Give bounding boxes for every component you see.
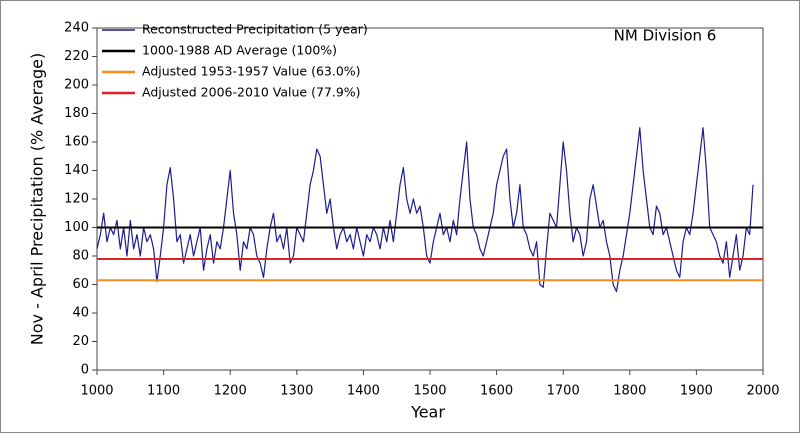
x-tick-label: 1700 bbox=[547, 384, 580, 399]
y-tick-label: 60 bbox=[72, 277, 89, 292]
x-tick-label: 1300 bbox=[280, 384, 313, 399]
x-tick-label: 1800 bbox=[613, 384, 646, 399]
x-axis-title: Year bbox=[410, 403, 445, 422]
x-tick-label: 1100 bbox=[147, 384, 180, 399]
y-tick-label: 80 bbox=[72, 249, 89, 264]
data-line bbox=[96, 127, 754, 293]
y-tick-label: 0 bbox=[81, 363, 89, 378]
y-tick-label: 220 bbox=[64, 49, 89, 64]
y-tick-label: 40 bbox=[72, 306, 89, 321]
annotation: NM Division 6 bbox=[614, 27, 717, 45]
y-tick-label: 200 bbox=[64, 78, 89, 93]
y-tick-label: 100 bbox=[64, 220, 89, 235]
x-tick-label: 1500 bbox=[413, 384, 446, 399]
y-tick-label: 240 bbox=[64, 21, 89, 36]
legend-label: Adjusted 2006-2010 Value (77.9%) bbox=[142, 85, 361, 100]
x-tick-label: 1900 bbox=[680, 384, 713, 399]
y-tick-label: 180 bbox=[64, 106, 89, 121]
x-tick-label: 1200 bbox=[214, 384, 247, 399]
x-tick-label: 2000 bbox=[746, 384, 779, 399]
x-tick-label: 1600 bbox=[480, 384, 513, 399]
y-tick-label: 120 bbox=[64, 192, 89, 207]
x-tick-label: 1400 bbox=[347, 384, 380, 399]
x-tick-label: 1000 bbox=[80, 384, 113, 399]
y-tick-label: 20 bbox=[72, 334, 89, 349]
y-axis-title: Nov - April Precipitation (% Average) bbox=[28, 53, 47, 345]
y-tick-label: 160 bbox=[64, 135, 89, 150]
legend-label: Reconstructed Precipitation (5 year) bbox=[142, 22, 368, 37]
y-tick-label: 140 bbox=[64, 163, 89, 178]
legend-label: 1000-1988 AD Average (100%) bbox=[142, 43, 337, 58]
legend-label: Adjusted 1953-1957 Value (63.0%) bbox=[142, 64, 361, 79]
